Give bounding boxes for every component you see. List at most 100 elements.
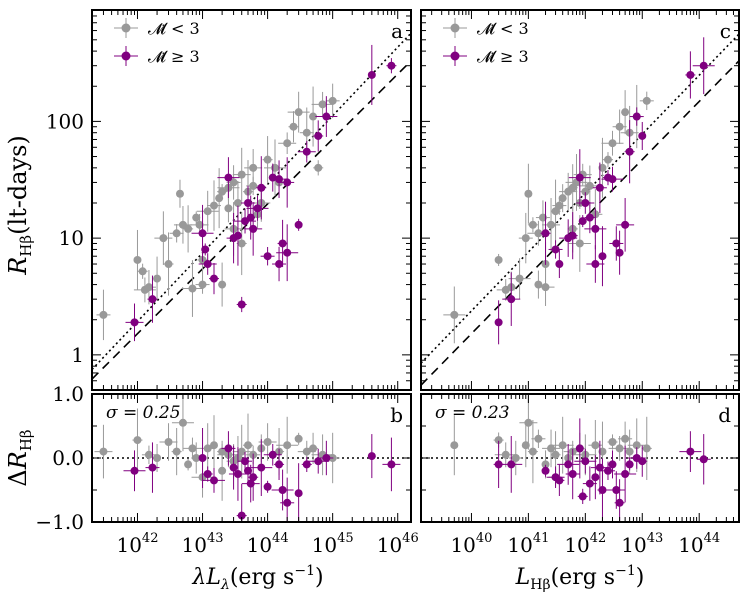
legend-label: 𝓜̇ < 3 [477, 19, 529, 38]
data-point [581, 198, 590, 207]
x-tick-label: 1042 [116, 531, 158, 557]
data-point [595, 463, 604, 472]
data-point [494, 318, 503, 327]
data-point [621, 220, 630, 229]
data-point [568, 470, 577, 478]
data-point [188, 284, 197, 293]
legend-marker [450, 23, 460, 33]
data-point [237, 300, 246, 309]
data-point [198, 454, 207, 462]
y-tick-label: 100 [46, 109, 84, 133]
data-point [314, 457, 323, 466]
data-point [244, 466, 253, 475]
data-point [175, 189, 184, 198]
data-point [218, 466, 227, 475]
data-point [302, 447, 311, 456]
data-point [209, 441, 218, 450]
legend-label: 𝓜̇ ≥ 3 [477, 47, 529, 66]
data-point [598, 447, 607, 456]
data-point [328, 96, 337, 105]
data-point [275, 260, 284, 269]
data-point [283, 178, 292, 187]
data-point [224, 444, 233, 453]
data-point [278, 486, 287, 494]
data-point [209, 476, 218, 485]
data-point [591, 473, 600, 482]
data-point [275, 175, 284, 184]
data-point [283, 248, 292, 257]
y-tick-label: 0.0 [52, 446, 84, 470]
data-point [249, 224, 258, 233]
data-point [144, 283, 153, 292]
x-tick-label: 1043 [621, 531, 663, 557]
data-point [578, 217, 587, 226]
data-point [278, 239, 287, 248]
data-point [615, 248, 624, 257]
data-point [153, 454, 162, 462]
data-point [367, 70, 376, 79]
data-point [494, 255, 503, 264]
data-point [184, 460, 193, 469]
data-point [99, 447, 108, 456]
data-point [585, 213, 594, 222]
data-point [564, 460, 573, 469]
plot-area-b [92, 394, 411, 522]
data-point [638, 131, 647, 140]
data-point [568, 231, 577, 240]
data-point [387, 61, 396, 70]
panel-letter-a: a [391, 19, 403, 43]
data-point [638, 457, 647, 466]
data-point [229, 178, 238, 187]
data-point [603, 155, 612, 164]
legend-label: 𝓜̇ ≥ 3 [148, 47, 200, 66]
data-point [172, 447, 181, 456]
data-point [547, 444, 556, 453]
x-tick-label: 1041 [507, 531, 549, 557]
data-point [615, 498, 624, 507]
data-point [511, 454, 520, 462]
data-point [130, 466, 139, 475]
data-point [612, 486, 621, 494]
data-point [551, 450, 560, 459]
legend-marker [121, 51, 131, 61]
data-point [534, 434, 543, 443]
panel-letter-d: d [718, 403, 731, 427]
y-axis-label-top: RHβ(lt-days) [4, 135, 35, 276]
data-point [558, 194, 567, 203]
data-point [558, 441, 567, 450]
data-point [551, 245, 560, 254]
data-point [642, 96, 651, 105]
data-point [203, 260, 212, 269]
data-point [621, 108, 630, 117]
data-point [263, 482, 272, 491]
data-point [294, 434, 303, 443]
data-point [188, 444, 197, 453]
data-point [521, 234, 530, 243]
data-point [244, 441, 253, 450]
plot-area-c [421, 33, 739, 386]
data-point [541, 460, 550, 469]
x-axis-label-left: λLλ(erg s−1) [191, 563, 323, 593]
plot-area-a [92, 32, 411, 380]
data-point [581, 187, 590, 196]
data-point [322, 454, 331, 462]
data-point [615, 122, 624, 131]
plot-area-d [421, 396, 739, 522]
data-point [608, 460, 617, 469]
panel-letter-c: c [720, 19, 731, 43]
x-tick-label: 1045 [312, 531, 354, 557]
data-point [581, 457, 590, 466]
data-point [244, 198, 253, 207]
y-axis-label-bottom: ΔRHβ [4, 429, 35, 486]
data-point [591, 260, 600, 269]
data-point [608, 438, 617, 446]
data-point [450, 441, 459, 450]
data-point [257, 183, 266, 192]
data-point [699, 455, 708, 464]
data-point [541, 229, 550, 238]
data-point [192, 213, 201, 222]
data-point [575, 173, 584, 182]
data-point [294, 220, 303, 229]
data-point [578, 492, 587, 501]
